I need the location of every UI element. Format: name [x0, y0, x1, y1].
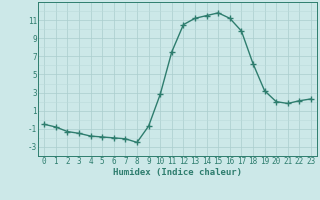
X-axis label: Humidex (Indice chaleur): Humidex (Indice chaleur) — [113, 168, 242, 177]
